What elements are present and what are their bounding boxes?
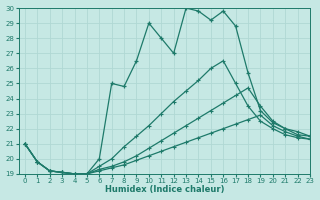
X-axis label: Humidex (Indice chaleur): Humidex (Indice chaleur) bbox=[105, 185, 224, 194]
